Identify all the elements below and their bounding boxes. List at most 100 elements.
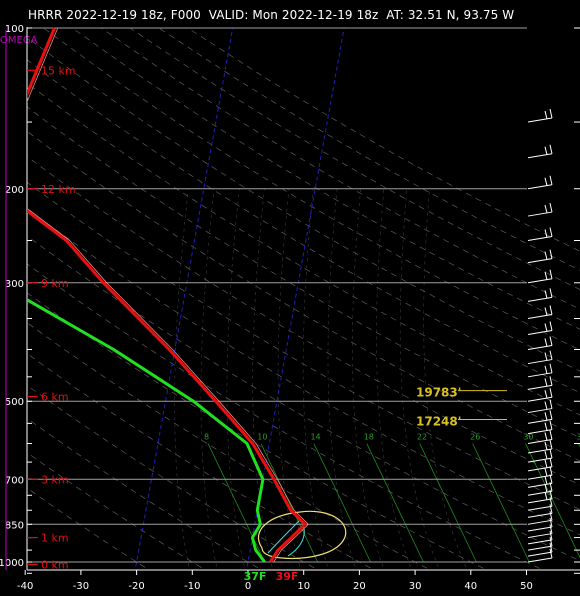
wind-barb-flag	[544, 412, 548, 421]
km-label: 12 km	[41, 183, 76, 196]
wind-barb-flag	[544, 459, 548, 468]
dry-adiabat	[27, 417, 263, 570]
wind-barb-flag	[549, 108, 553, 119]
wind-barb-flag	[544, 290, 548, 299]
height-label: 19783'	[416, 386, 461, 400]
wind-barb-flag	[549, 430, 553, 440]
height-feet-labels: 19783' 17248'	[416, 386, 507, 428]
surface-temperature-label: 39F	[276, 570, 299, 583]
km-label: 0 km	[41, 558, 69, 571]
dry-adiabat	[27, 452, 207, 570]
wind-barb	[527, 296, 553, 302]
dry-adiabat	[27, 130, 580, 462]
wind-barb-flag	[549, 466, 553, 476]
wind-barb	[527, 490, 553, 496]
wind-barb-flag	[549, 376, 553, 386]
wind-barb-flag	[549, 439, 553, 450]
dry-adiabat	[101, 27, 580, 310]
wind-barbs	[527, 108, 553, 563]
wind-barb-flag	[549, 497, 553, 507]
temp-tick-label: -30	[73, 581, 89, 592]
mixing-ratio-line	[313, 443, 371, 563]
dry-adiabat	[27, 36, 580, 372]
wind-barb-flag	[549, 269, 553, 279]
wind-barb-flag	[544, 441, 548, 451]
wind-barb	[527, 545, 553, 551]
mixing-ratio-line	[366, 443, 424, 563]
mixing-ratio-label: 30	[523, 433, 533, 442]
wind-barb-flag	[549, 420, 553, 430]
wind-barb	[527, 539, 553, 545]
wind-barb-flag	[549, 336, 553, 346]
km-label: 3 km	[41, 473, 69, 486]
wind-barb-flag	[549, 202, 553, 213]
surface-dewpoint-label: 37F	[244, 570, 267, 583]
wind-barb	[527, 466, 553, 472]
wind-barb-flag	[549, 448, 553, 459]
wind-barb-flag	[544, 352, 548, 361]
wind-barb-flag	[544, 146, 548, 155]
moist-adiabat	[423, 188, 468, 570]
omega-axis-label: OMEGA	[0, 35, 38, 46]
wind-barb	[527, 533, 553, 539]
moist-adiabat	[327, 188, 357, 570]
wind-barb	[527, 505, 553, 511]
wind-barb-flag	[549, 543, 553, 553]
wind-barb	[527, 519, 553, 525]
moist-adiabat	[376, 188, 413, 570]
wind-barb-flag	[549, 410, 553, 420]
wind-barb-flag	[544, 432, 548, 441]
wind-barb	[527, 330, 553, 336]
wind-barb-flag	[549, 227, 553, 237]
mixing-ratio-label: 26	[470, 433, 480, 442]
pressure-tick-label: 700	[5, 475, 24, 486]
wind-barb-flag	[549, 321, 553, 331]
wind-barb-flag	[544, 365, 548, 374]
wind-barb	[527, 396, 553, 402]
sounding-traces	[27, 27, 309, 563]
dry-adiabat	[27, 487, 150, 570]
dry-adiabat	[27, 384, 319, 570]
dry-adiabat	[27, 352, 375, 570]
wind-barb	[527, 236, 553, 241]
wind-barb-flag	[549, 536, 553, 547]
wind-barb-flag	[549, 482, 553, 492]
temp-tick-label: 30	[409, 581, 422, 592]
mixing-ratio-line	[260, 443, 318, 563]
dry-adiabat	[27, 235, 580, 562]
wind-barb	[527, 184, 553, 190]
pressure-tick-label: 300	[5, 279, 24, 290]
wind-barb-flag	[549, 288, 553, 298]
km-label: 15 km	[41, 64, 76, 77]
wind-barb	[527, 474, 553, 480]
height-km-ticks: 15 km 12 km 9 km 6 km 3 km 1 km 0 km	[27, 64, 76, 571]
wind-barb-flag	[549, 548, 553, 559]
dry-adiabat	[27, 263, 544, 570]
wind-barb-flag	[549, 249, 553, 259]
mixing-ratio-label: 8	[204, 433, 209, 442]
wind-barb-flag	[544, 229, 548, 238]
wind-barb	[527, 384, 553, 390]
pressure-tick-label: 200	[5, 185, 24, 196]
wind-barb	[527, 498, 553, 504]
temp-tick-label: 40	[464, 581, 477, 592]
dry-adiabats	[27, 27, 580, 570]
mixing-ratio-label: 10	[257, 433, 267, 442]
wind-barb-flag	[544, 476, 548, 485]
mixing-ratio-label: 14	[310, 433, 320, 442]
wind-barb-flag	[549, 517, 553, 528]
mixing-ratio-line	[525, 443, 580, 559]
mixing-ratio-label: 18	[364, 433, 374, 442]
isotherm-zero	[134, 27, 345, 570]
wind-barb	[527, 153, 553, 159]
wind-barb-flag	[549, 399, 553, 409]
wind-barb-flag	[544, 323, 548, 332]
moist-adiabat	[352, 188, 385, 570]
dry-adiabat	[129, 27, 580, 290]
wind-barb-flag	[549, 144, 553, 154]
wind-barb	[527, 359, 553, 365]
wind-barb-flag	[549, 175, 553, 185]
wind-barb-flag	[549, 457, 553, 467]
wind-barb-flag	[544, 338, 548, 347]
wind-barb	[527, 418, 553, 424]
